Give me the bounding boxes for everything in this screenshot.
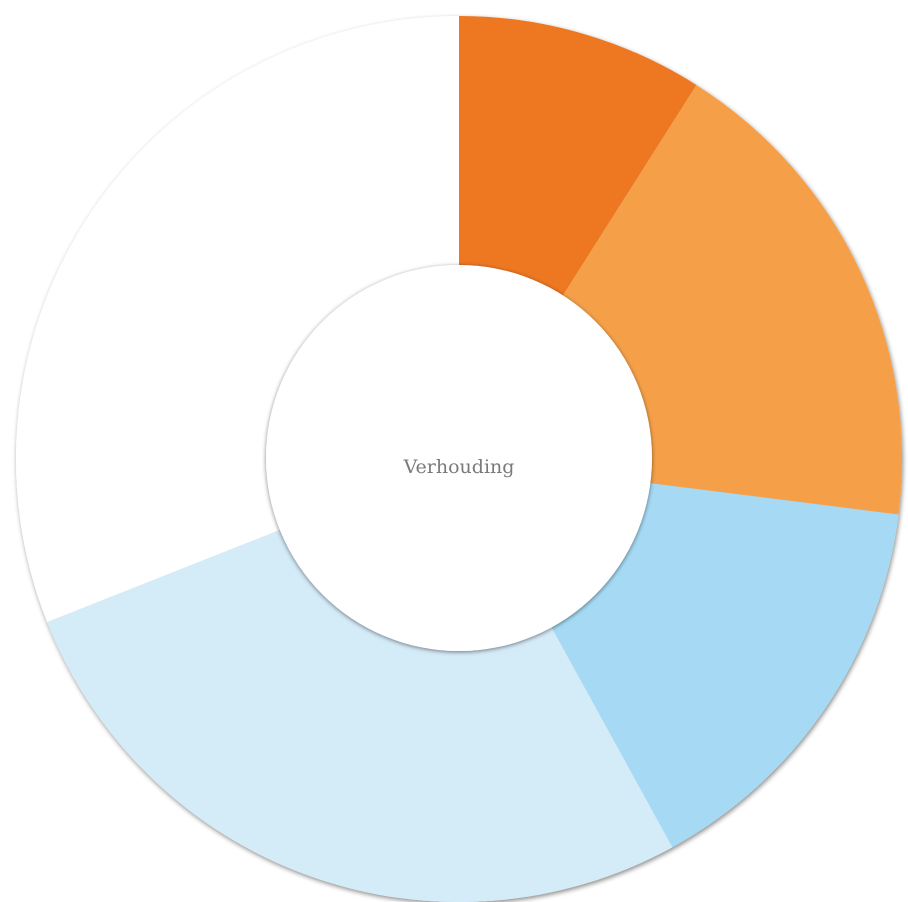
donut-segment [47,528,673,902]
donut-segment [16,16,460,623]
donut-hole [266,265,652,651]
center-label: Verhouding [403,456,515,478]
donut-segment [459,16,697,299]
donut-segment [560,84,903,515]
donut-ring [16,16,903,902]
donut-segment [550,482,899,848]
